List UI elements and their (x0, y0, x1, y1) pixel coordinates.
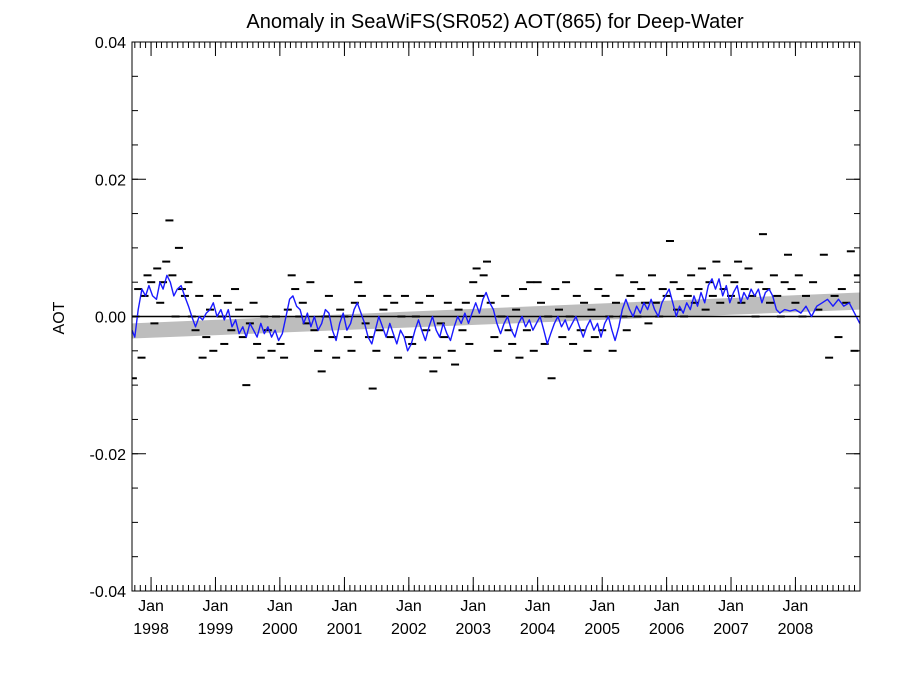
x-tick-label-month: Jan (267, 598, 293, 615)
x-tick-label-month: Jan (783, 598, 809, 615)
plot-area (132, 219, 860, 390)
x-tick-label-year: 2004 (520, 621, 556, 638)
x-tick-label-year: 2005 (584, 621, 620, 638)
y-tick-label: 0.02 (95, 172, 126, 189)
x-tick-label-month: Jan (203, 598, 229, 615)
x-tick-label-year: 1998 (133, 621, 169, 638)
y-tick-label: 0.04 (95, 35, 126, 52)
y-axis-label: AOT (51, 301, 68, 334)
x-tick-label-year: 2000 (262, 621, 298, 638)
x-tick-label-month: Jan (525, 598, 551, 615)
x-tick-label-month: Jan (718, 598, 744, 615)
y-tick-label: -0.02 (90, 447, 127, 464)
x-tick-label-year: 2007 (713, 621, 749, 638)
chart-title: Anomaly in SeaWiFS(SR052) AOT(865) for D… (246, 11, 744, 33)
x-tick-label-year: 2001 (327, 621, 363, 638)
x-tick-label-year: 2006 (649, 621, 685, 638)
x-tick-label-month: Jan (332, 598, 358, 615)
y-tick-label: -0.04 (90, 584, 127, 601)
x-tick-label-year: 1999 (198, 621, 234, 638)
x-tick-label-month: Jan (589, 598, 615, 615)
x-tick-label-year: 2008 (778, 621, 814, 638)
x-tick-label-year: 2003 (455, 621, 491, 638)
x-tick-label-month: Jan (460, 598, 486, 615)
x-tick-label-year: 2002 (391, 621, 427, 638)
axes: -0.04 -0.02 0.00 0.02 0.04 Jan 1998 Jan 1999 Jan 2… (90, 35, 861, 638)
x-tick-label-month: Jan (138, 598, 164, 615)
y-tick-label: 0.00 (95, 310, 126, 327)
x-tick-label-month: Jan (654, 598, 680, 615)
trend-band (132, 292, 860, 339)
running-mean-line (132, 274, 860, 352)
x-tick-label-month: Jan (396, 598, 422, 615)
